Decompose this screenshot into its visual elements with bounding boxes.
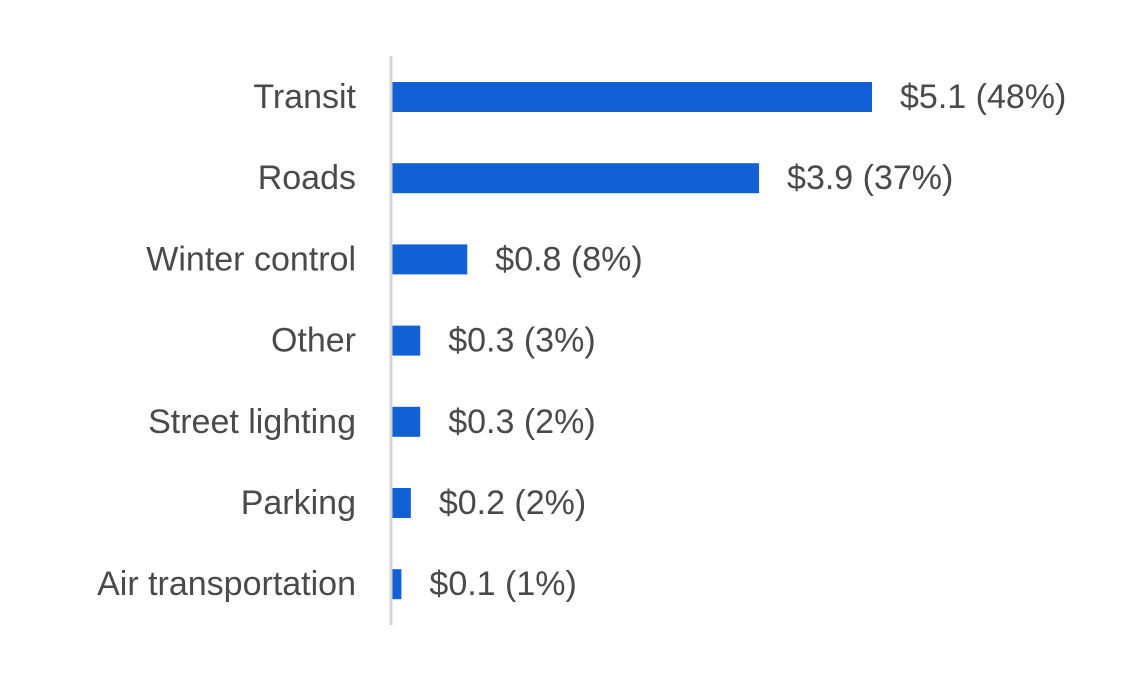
bar-other [392, 325, 421, 356]
category-labels-group: Transit Roads Winter control Other Street li… [97, 78, 356, 603]
value-label: $0.3 (3%) [448, 322, 595, 360]
category-label: Winter control [146, 240, 356, 278]
category-label: Parking [241, 484, 356, 522]
category-label: Transit [253, 78, 356, 116]
bar-parking [392, 488, 411, 518]
value-label: $5.1 (48%) [900, 78, 1066, 116]
value-label: $0.3 (2%) [448, 403, 595, 441]
value-label: $3.9 (37%) [787, 159, 953, 197]
value-labels-group: $5.1 (48%) $3.9 (37%) $0.8 (8%) $0.3 (3%) $0… [429, 78, 1066, 603]
category-label: Roads [258, 159, 356, 197]
category-label: Air transportation [97, 565, 356, 603]
value-label: $0.8 (8%) [495, 240, 642, 278]
bar-street-lighting [392, 406, 421, 437]
bar-winter-control [392, 244, 468, 275]
bar-roads [392, 163, 760, 194]
category-label: Other [271, 322, 356, 360]
value-label: $0.2 (2%) [439, 484, 586, 522]
bars-group [392, 82, 872, 600]
value-label: $0.1 (1%) [429, 565, 576, 603]
bar-transit [392, 82, 872, 112]
bar-air-transportation [392, 569, 402, 600]
category-label: Street lighting [148, 403, 356, 441]
